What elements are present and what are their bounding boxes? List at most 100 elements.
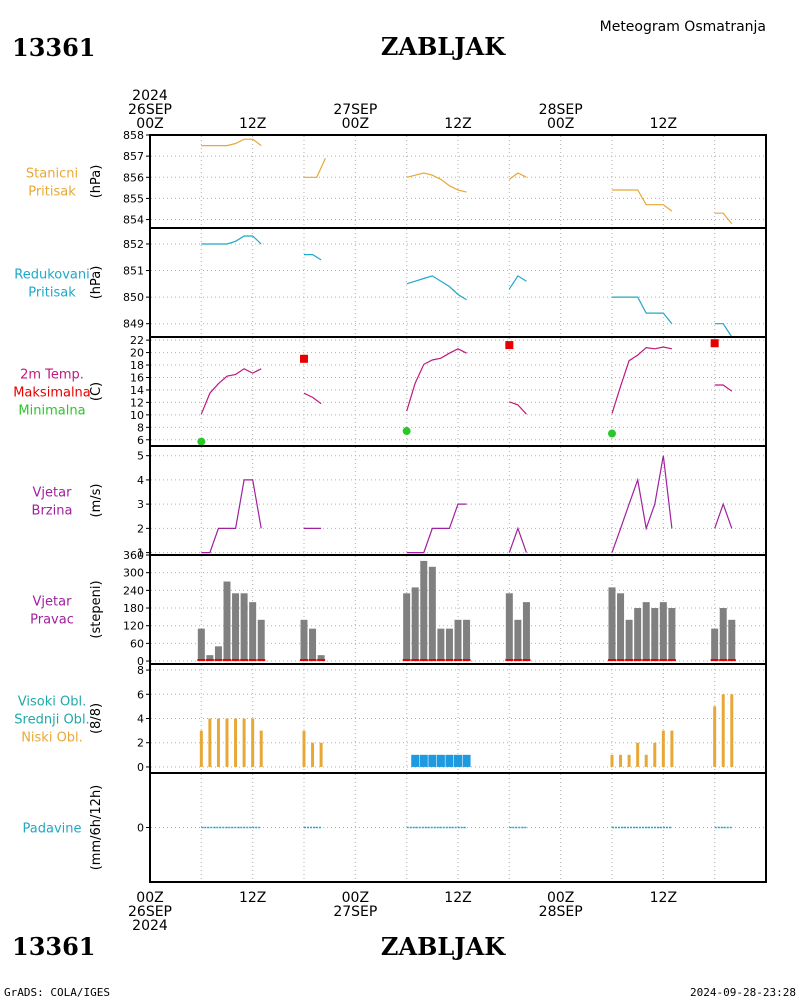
direction-bar (454, 619, 462, 662)
panel-precipitation: 0 Padavine (mm/6h/12h) (23, 772, 767, 883)
y-tick-label: 120 (123, 620, 144, 633)
direction-bar (214, 646, 222, 662)
cloud-bar (713, 706, 717, 767)
y-axis-unit: (mm/6h/12h) (89, 785, 104, 871)
cloud-bar (319, 742, 323, 767)
time-label-top: 00Z (136, 116, 163, 132)
direction-bar (300, 619, 308, 662)
max-temp-marker (710, 339, 719, 348)
y-tick-label: 10 (130, 409, 144, 422)
series-line (508, 275, 527, 290)
series-line (406, 275, 467, 301)
min-temp-marker (197, 437, 206, 446)
panel-title-line: 2m Temp. (20, 368, 84, 383)
y-axis-unit: (hPa) (89, 165, 104, 199)
series-line (714, 323, 733, 338)
series-line (303, 392, 322, 405)
direction-bar (711, 628, 719, 662)
series-line (304, 254, 322, 261)
cloud-bar (661, 730, 665, 767)
panel-frame (149, 445, 767, 556)
series-line (714, 502, 733, 529)
y-tick-label: 858 (123, 129, 144, 142)
panel-title-line: Redukovani (14, 268, 89, 283)
min-temp-marker (402, 427, 411, 436)
panel-title-line: Maksimalna (13, 386, 91, 401)
direction-bar (634, 608, 642, 662)
cloud-bar (251, 718, 255, 767)
cloud-bar (428, 754, 437, 767)
cloud-bar (242, 718, 246, 767)
series-line (508, 172, 527, 180)
series-line (406, 348, 467, 412)
panel-cloud_cover: 0 2 4 6 8 Visoki Obl. Srednji Obl. Niski Obl. (8… (14, 663, 767, 774)
y-axis-unit: (8/8) (89, 703, 104, 734)
max-temp-marker (300, 354, 308, 363)
direction-bar (223, 581, 231, 662)
y-tick-label: 2 (137, 522, 144, 535)
panel-wind_speed: 1 2 3 4 5 Vjetar Brzina (m/s) (32, 445, 767, 560)
y-tick-label: 6 (137, 688, 144, 701)
panel-frame (149, 336, 767, 447)
direction-bar (232, 593, 240, 662)
min-temp-marker (608, 429, 616, 438)
direction-bar (625, 619, 633, 662)
y-tick-label: 2 (137, 737, 144, 750)
direction-bar (197, 628, 205, 662)
time-label-bottom: 28SEP (539, 904, 583, 920)
y-tick-label: 22 (130, 334, 144, 347)
direction-bar (257, 619, 265, 662)
cloud-bar (462, 754, 471, 767)
product-title: Meteogram Osmatranja (600, 19, 766, 35)
y-tick-label: 60 (130, 637, 144, 650)
direction-bar (659, 602, 667, 662)
panel-title-line: Pritisak (28, 286, 76, 301)
cloud-bar (225, 718, 229, 767)
direction-bar (514, 619, 522, 662)
direction-bar (317, 655, 325, 662)
time-label-top: 2024 (132, 88, 168, 104)
cloud-bar (619, 754, 623, 767)
cloud-bar (670, 730, 674, 767)
series-line (200, 368, 262, 415)
direction-bar (240, 593, 248, 662)
cloud-bar (259, 730, 263, 767)
y-tick-label: 12 (130, 396, 144, 409)
time-label-bottom: 00Z (342, 890, 369, 906)
direction-bar (445, 628, 453, 662)
direction-bar (668, 608, 676, 662)
station-id-top: 13361 (12, 33, 96, 62)
series-line (304, 158, 326, 178)
y-tick-label: 852 (123, 238, 144, 251)
time-label-bottom: 26SEP (128, 904, 172, 920)
panel-title-line: Pravac (30, 613, 74, 628)
direction-bar (411, 587, 419, 662)
time-label-top: 28SEP (539, 102, 583, 118)
cloud-bar (454, 754, 462, 767)
y-tick-label: 4 (137, 474, 144, 487)
cloud-bar (644, 754, 648, 767)
time-label-top: 12Z (444, 116, 471, 132)
panel-title-line: Vjetar (33, 486, 73, 501)
direction-bar (437, 628, 445, 662)
panel-title-line: Niski Obl. (21, 731, 83, 746)
series-line (611, 346, 673, 414)
y-tick-label: 8 (137, 421, 144, 434)
y-tick-label: 1 (137, 547, 144, 560)
series-line (201, 479, 262, 554)
direction-bar (463, 619, 471, 662)
direction-bar (617, 593, 625, 662)
cloud-bar (445, 754, 454, 767)
y-tick-label: 5 (137, 450, 144, 463)
direction-bar (206, 655, 214, 662)
time-label-top: 12Z (239, 116, 266, 132)
station-name-top: ZABLJAK (381, 32, 506, 61)
cloud-bar (610, 754, 614, 767)
series-line (612, 189, 673, 212)
cloud-bar (636, 742, 640, 767)
generated-timestamp: 2024-09-28-23:28 (690, 986, 796, 999)
time-label-bottom: 00Z (136, 890, 163, 906)
